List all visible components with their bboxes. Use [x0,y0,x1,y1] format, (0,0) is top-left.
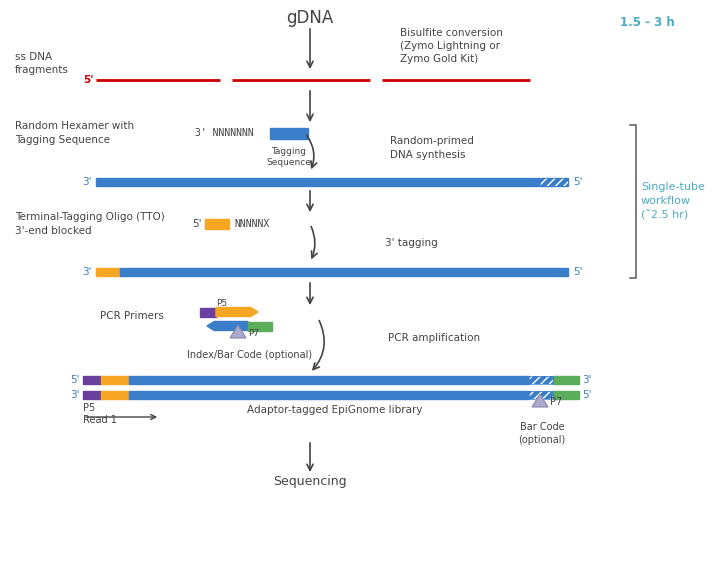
Text: P7: P7 [248,329,259,338]
Text: 3': 3' [83,177,92,187]
Text: P5: P5 [83,403,95,413]
Text: Terminal-Tagging Oligo (TTO)
3'-end blocked: Terminal-Tagging Oligo (TTO) 3'-end bloc… [15,212,164,236]
Text: Adaptor-tagged EpiGnome library: Adaptor-tagged EpiGnome library [247,405,423,415]
Text: Sequencing: Sequencing [273,476,347,489]
Bar [529,376,553,384]
Bar [101,391,129,399]
Text: 5': 5' [70,375,80,385]
Text: 3' tagging: 3' tagging [385,238,438,248]
Bar [200,308,216,316]
Polygon shape [230,325,246,338]
Text: 5': 5' [573,267,582,277]
Bar [553,391,579,399]
Bar [529,391,553,399]
Polygon shape [207,322,248,330]
Text: Tagging
Sequence: Tagging Sequence [266,147,312,167]
Polygon shape [216,308,258,316]
Text: Random-primed
DNA synthesis: Random-primed DNA synthesis [390,136,474,159]
Bar [248,322,272,330]
Bar [129,391,529,399]
Bar [83,376,101,384]
Text: 5': 5' [192,219,202,229]
Bar [540,178,568,186]
Text: 3': 3' [70,390,80,400]
Text: ss DNA
fragments: ss DNA fragments [15,52,69,75]
Bar [83,391,101,399]
Polygon shape [532,394,548,407]
Text: 5': 5' [83,75,93,85]
Bar [529,376,553,384]
Text: 5': 5' [573,177,582,187]
Text: 5': 5' [582,390,592,400]
Bar [101,376,129,384]
Text: PCR Primers: PCR Primers [100,311,164,321]
Text: Index/Bar Code (optional): Index/Bar Code (optional) [187,350,312,360]
Bar [529,391,553,399]
Text: NNNNNX: NNNNNX [234,219,269,229]
Text: P5: P5 [216,299,228,309]
Text: Bisulfite conversion
(Zymo Lightning or
Zymo Gold Kit): Bisulfite conversion (Zymo Lightning or … [400,28,503,64]
Bar [553,376,579,384]
Text: Bar Code
(optional): Bar Code (optional) [518,422,566,445]
Text: 3': 3' [582,375,592,385]
Text: 1.5 - 3 h: 1.5 - 3 h [620,15,675,28]
Text: Single-tube
workflow
(˜2.5 hr): Single-tube workflow (˜2.5 hr) [641,182,705,221]
Text: Read 1: Read 1 [83,415,117,425]
Text: Random Hexamer with
Tagging Sequence: Random Hexamer with Tagging Sequence [15,121,134,145]
Bar [205,219,229,229]
Text: P7: P7 [550,397,562,407]
Text: gDNA: gDNA [286,9,334,27]
Text: 3' NNNNNNN: 3' NNNNNNN [195,128,253,138]
Bar [270,128,308,139]
Bar [129,376,529,384]
Bar [96,268,120,276]
Bar [540,178,568,186]
Text: PCR amplification: PCR amplification [388,333,480,343]
Bar [120,268,568,276]
Text: 3': 3' [83,267,92,277]
Bar [96,178,568,186]
